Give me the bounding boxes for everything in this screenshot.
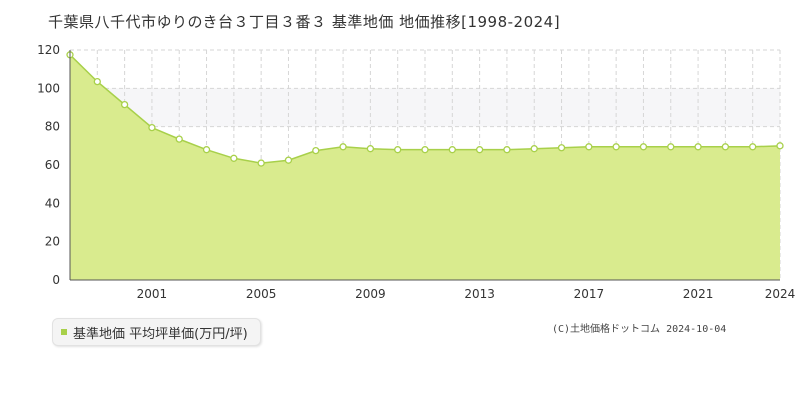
legend: 基準地価 平均坪単価(万円/坪) — [52, 318, 261, 346]
data-point — [257, 159, 265, 167]
copyright-text: (C)土地価格ドットコム 2024-10-04 — [552, 324, 727, 335]
data-point — [475, 146, 484, 154]
x-tick-label: 2001 — [137, 287, 168, 301]
data-point — [366, 145, 375, 153]
y-tick-label: 80 — [45, 120, 60, 134]
data-point — [694, 143, 702, 151]
data-point — [284, 156, 293, 164]
data-point — [93, 77, 101, 86]
y-tick-label: 20 — [45, 235, 60, 249]
data-point — [175, 135, 183, 143]
data-point — [749, 143, 757, 151]
x-tick-label: 2024 — [765, 287, 796, 301]
data-point — [230, 154, 238, 162]
data-point — [612, 143, 620, 151]
y-tick-labels: 0 20 40 60 80 100 120 — [37, 43, 60, 287]
y-tick-label: 120 — [37, 43, 60, 57]
y-tick-label: 100 — [37, 81, 60, 95]
x-tick-label: 2017 — [574, 287, 605, 301]
data-point — [667, 143, 675, 151]
price-data-points — [66, 51, 784, 167]
legend-swatch — [61, 329, 67, 335]
data-point — [448, 146, 456, 154]
x-tick-label: 2005 — [246, 287, 277, 301]
y-tick-label: 0 — [52, 273, 60, 287]
data-point — [776, 142, 784, 150]
data-point — [503, 146, 511, 154]
data-point — [639, 143, 648, 151]
price-area-fill — [70, 54, 780, 280]
data-point — [120, 100, 129, 109]
data-point — [312, 146, 320, 155]
data-point — [339, 143, 347, 151]
data-point — [585, 143, 593, 151]
x-tick-label: 2021 — [683, 287, 714, 301]
data-point — [421, 146, 429, 154]
x-tick-labels: 2001 2005 2009 2013 2017 2021 2024 — [137, 287, 796, 301]
data-point — [557, 144, 566, 152]
y-tick-label: 60 — [45, 158, 60, 172]
x-tick-label: 2013 — [464, 287, 495, 301]
data-point — [202, 146, 211, 154]
data-point — [721, 143, 730, 151]
y-tick-label: 40 — [45, 196, 60, 210]
x-tick-label: 2009 — [355, 287, 386, 301]
data-point — [394, 146, 402, 154]
chart-title: 千葉県八千代市ゆりのき台３丁目３番３ 基準地価 地価推移[1998-2024] — [48, 13, 561, 31]
data-point — [148, 123, 156, 132]
data-point — [530, 145, 538, 153]
legend-label: 基準地価 平均坪単価(万円/坪) — [73, 326, 248, 342]
